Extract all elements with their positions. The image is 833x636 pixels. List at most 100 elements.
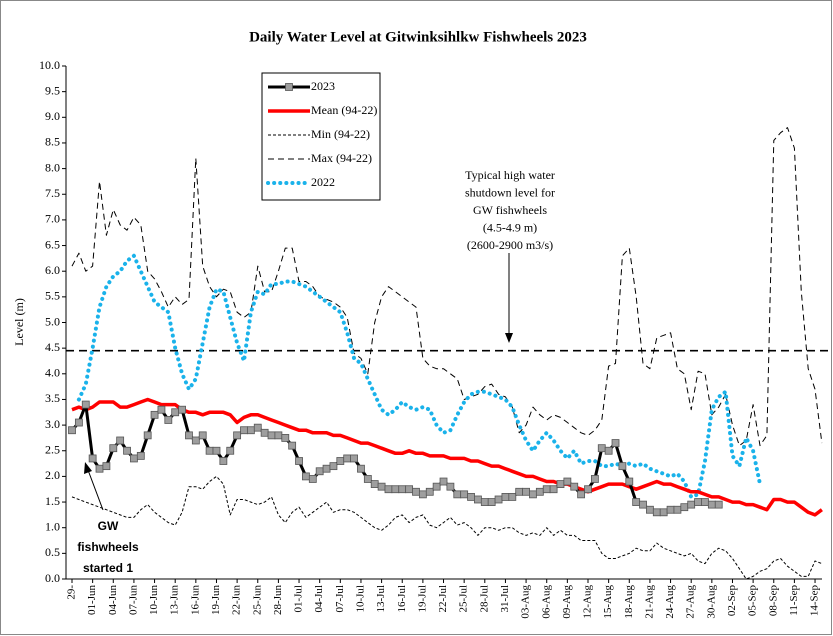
marker xyxy=(584,485,592,494)
y-tick-label: 0.5 xyxy=(45,545,60,559)
x-tick-label: 04-Jun xyxy=(107,585,119,615)
annotation-text: started 1 xyxy=(83,561,133,575)
marker xyxy=(542,485,551,494)
x-tick-label: 16-Jul xyxy=(396,585,408,613)
marker xyxy=(363,475,372,483)
annotation-text: GW fishwheels xyxy=(473,203,547,217)
x-tick-label: 07-Jun xyxy=(127,585,139,615)
x-tick-label: 30-Aug xyxy=(705,585,717,619)
x-tick-label: 13-Jun xyxy=(169,585,181,615)
y-tick-label: 2.5 xyxy=(45,443,60,457)
marker xyxy=(432,482,441,491)
marker xyxy=(577,490,586,499)
y-tick-label: 5.5 xyxy=(45,289,60,303)
marker xyxy=(652,508,661,517)
series-line xyxy=(71,475,823,580)
marker xyxy=(398,485,407,494)
x-tick-label: 12-Aug xyxy=(582,585,594,619)
marker xyxy=(302,472,310,481)
x-tick-label: 09-Aug xyxy=(561,585,573,619)
marker xyxy=(198,431,207,440)
marker xyxy=(157,405,166,414)
marker xyxy=(130,454,138,463)
series-line xyxy=(71,127,823,447)
marker xyxy=(150,410,159,419)
marker xyxy=(329,462,338,471)
marker xyxy=(687,500,696,509)
marker xyxy=(680,503,689,512)
marker xyxy=(707,500,716,509)
marker xyxy=(460,490,469,499)
marker xyxy=(446,482,455,491)
x-tick-label: 22-Jun xyxy=(231,585,243,615)
x-tick-label: 28-Jul xyxy=(478,585,490,613)
marker xyxy=(143,431,152,440)
annotation-text: fishwheels xyxy=(77,540,139,554)
marker xyxy=(240,426,248,435)
y-tick-label: 7.0 xyxy=(45,212,60,226)
x-tick-label: 27-Aug xyxy=(685,585,697,619)
marker xyxy=(295,457,303,465)
marker xyxy=(357,464,365,473)
marker xyxy=(350,454,358,463)
marker xyxy=(694,498,702,506)
x-tick-label: 10-Jun xyxy=(148,585,160,615)
x-tick-label: 15-Aug xyxy=(602,585,614,619)
legend-label: Min (94-22) xyxy=(311,127,370,141)
marker xyxy=(494,495,503,504)
marker xyxy=(604,446,613,455)
y-tick-label: 5.0 xyxy=(45,314,60,328)
marker xyxy=(322,464,331,473)
marker xyxy=(95,464,104,473)
marker xyxy=(226,446,235,455)
annotation-arrowhead xyxy=(505,333,513,343)
y-tick-label: 0.0 xyxy=(45,571,60,585)
x-tick-label: 08-Sep xyxy=(767,585,779,617)
legend-label: Mean (94-22) xyxy=(311,103,377,117)
marker xyxy=(659,508,668,517)
marker xyxy=(116,436,125,445)
marker xyxy=(639,500,647,509)
x-tick-label: 01-Jun xyxy=(86,585,98,615)
marker xyxy=(68,426,76,435)
marker xyxy=(618,462,627,471)
marker xyxy=(474,495,482,504)
marker xyxy=(343,454,352,463)
marker xyxy=(212,446,221,455)
y-tick-label: 9.5 xyxy=(45,83,60,97)
marker xyxy=(274,431,283,440)
marker xyxy=(549,485,558,494)
x-tick-label: 06-Aug xyxy=(540,585,552,619)
x-tick-label: 02-Sep xyxy=(726,585,738,617)
marker xyxy=(370,480,379,488)
marker xyxy=(253,423,262,432)
x-tick-label: 25-Jun xyxy=(251,585,263,615)
marker xyxy=(453,490,462,499)
marker xyxy=(109,444,118,453)
legend-label: 2022 xyxy=(311,175,335,189)
legend-label: Max (94-22) xyxy=(311,151,372,165)
x-tick-label: 10-Jul xyxy=(354,585,366,613)
annotation-text: Typical high water xyxy=(465,168,555,182)
marker xyxy=(467,493,475,501)
y-tick-label: 3.5 xyxy=(45,391,60,405)
annotation-text: (2600-2900 m3/s) xyxy=(467,238,553,252)
marker xyxy=(267,431,276,440)
marker xyxy=(74,418,83,427)
marker xyxy=(501,493,510,501)
marker xyxy=(136,451,145,460)
x-tick-label: 07-Jul xyxy=(334,585,346,613)
marker xyxy=(487,498,496,506)
marker xyxy=(391,485,400,494)
marker xyxy=(219,457,228,465)
marker xyxy=(102,462,111,471)
marker xyxy=(563,477,572,486)
marker xyxy=(164,416,173,424)
annotation-text: shutdown level for xyxy=(465,185,555,199)
marker xyxy=(611,439,620,447)
marker xyxy=(439,477,448,486)
marker xyxy=(205,446,214,455)
y-tick-label: 4.5 xyxy=(45,340,60,354)
